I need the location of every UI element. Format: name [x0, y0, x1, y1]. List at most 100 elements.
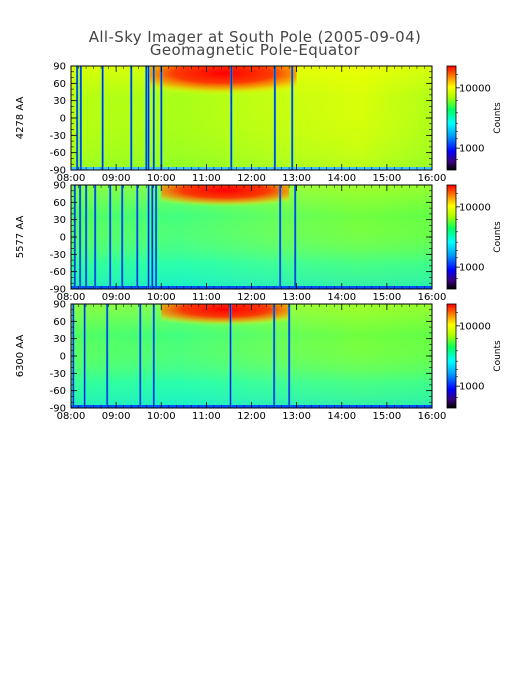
dark-streak-core	[273, 304, 275, 408]
x-tick-label: 11:00	[192, 292, 221, 303]
y-tick-label: -30	[50, 369, 66, 380]
y-tick-label: -60	[50, 148, 66, 159]
x-tick-label: 11:00	[192, 411, 221, 422]
colorbar-tick-label: 1000	[459, 263, 484, 274]
colorbar	[446, 303, 457, 409]
x-tick-label: 10:00	[147, 411, 176, 422]
x-tick-label: 13:00	[282, 411, 311, 422]
colorbar-label: Counts	[493, 221, 503, 253]
dark-streak-core	[288, 304, 290, 408]
x-tick-label: 16:00	[418, 292, 447, 303]
x-tick-label: 14:00	[327, 292, 356, 303]
x-tick-label: 15:00	[372, 173, 401, 184]
dark-streak-core	[229, 304, 232, 408]
x-tick-label: 08:00	[57, 173, 86, 184]
dark-streak-core	[102, 66, 104, 170]
colorbar-tick-label: 1000	[459, 382, 484, 393]
y-tick-label: -90	[50, 166, 66, 177]
bright-region	[161, 304, 290, 326]
y-tick-label: -90	[50, 404, 66, 415]
dark-streak-core	[279, 185, 281, 289]
dark-streak-core	[153, 304, 155, 408]
x-tick-label: 14:00	[327, 173, 356, 184]
colorbar-tick-label: 10000	[459, 83, 491, 94]
dark-streak-core	[94, 185, 96, 289]
dark-streak-core	[121, 185, 123, 289]
dark-streak-core	[85, 185, 87, 289]
y-tick-label: -30	[50, 131, 66, 142]
colorbar	[446, 65, 457, 171]
x-tick-label: 13:00	[282, 173, 311, 184]
x-tick-label: 12:00	[237, 411, 266, 422]
dark-streak-core	[136, 185, 138, 289]
x-tick-label: 12:00	[237, 292, 266, 303]
dark-streak-core	[130, 66, 132, 170]
x-tick-label: 08:00	[57, 292, 86, 303]
x-tick-label: 09:00	[102, 292, 131, 303]
x-tick-label: 15:00	[372, 411, 401, 422]
x-tick-label: 16:00	[418, 411, 447, 422]
y-tick-label: 0	[60, 114, 66, 125]
x-tick-label: 14:00	[327, 411, 356, 422]
y-tick-label: 90	[53, 300, 66, 311]
y-axis-label: 6300 AA	[15, 335, 26, 378]
dark-streak-core	[76, 66, 78, 170]
y-tick-label: 90	[53, 62, 66, 73]
x-tick-label: 15:00	[372, 292, 401, 303]
y-tick-label: 0	[60, 233, 66, 244]
x-tick-label: 11:00	[192, 173, 221, 184]
colorbar-tick-label: 10000	[459, 321, 491, 332]
x-tick-label: 13:00	[282, 292, 311, 303]
dark-streak-core	[145, 66, 147, 170]
y-axis-label: 4278 AA	[15, 97, 26, 140]
x-tick-label: 10:00	[147, 292, 176, 303]
dark-streak-core	[147, 66, 150, 170]
y-tick-label: 60	[53, 79, 66, 90]
y-tick-label: -60	[50, 267, 66, 278]
dark-streak-core	[84, 304, 86, 408]
y-tick-label: 30	[53, 334, 66, 345]
dark-streak-core	[79, 185, 81, 289]
y-tick-label: 60	[53, 317, 66, 328]
y-tick-label: -60	[50, 386, 66, 397]
y-tick-label: 30	[53, 96, 66, 107]
bright-region	[149, 66, 297, 95]
x-tick-label: 16:00	[418, 173, 447, 184]
dark-streak-core	[80, 66, 82, 170]
x-tick-label: 09:00	[102, 411, 131, 422]
colorbar-tick-label: 10000	[459, 202, 491, 213]
dark-streak-core	[155, 185, 157, 289]
colorbar-label: Counts	[493, 340, 503, 372]
dark-streak-core	[109, 185, 111, 289]
y-tick-label: 90	[53, 181, 66, 192]
y-tick-label: 30	[53, 215, 66, 226]
y-axis-label: 5577 AA	[15, 216, 26, 259]
y-tick-label: -90	[50, 285, 66, 296]
dark-streak-core	[147, 185, 150, 289]
dark-streak-core	[153, 66, 155, 170]
colorbar	[446, 184, 457, 290]
colorbar-label: Counts	[493, 102, 503, 134]
bright-region	[161, 185, 290, 207]
dark-streak-core	[139, 304, 141, 408]
y-tick-label: 0	[60, 352, 66, 363]
x-tick-label: 09:00	[102, 173, 131, 184]
x-tick-label: 10:00	[147, 173, 176, 184]
dark-streak-core	[230, 66, 232, 170]
chart-subtitle: Geomagnetic Pole-Equator	[150, 41, 361, 59]
y-tick-label: 60	[53, 198, 66, 209]
colorbar-tick-label: 1000	[459, 144, 484, 155]
y-tick-label: -30	[50, 250, 66, 261]
chart-title: All-Sky Imager at South Pole (2005-09-04…	[89, 28, 422, 46]
x-tick-label: 08:00	[57, 411, 86, 422]
dark-streak-core	[106, 304, 108, 408]
dark-streak-core	[151, 185, 153, 289]
dark-streak-core	[160, 66, 162, 170]
x-tick-label: 12:00	[237, 173, 266, 184]
dark-streak-core	[291, 66, 293, 170]
